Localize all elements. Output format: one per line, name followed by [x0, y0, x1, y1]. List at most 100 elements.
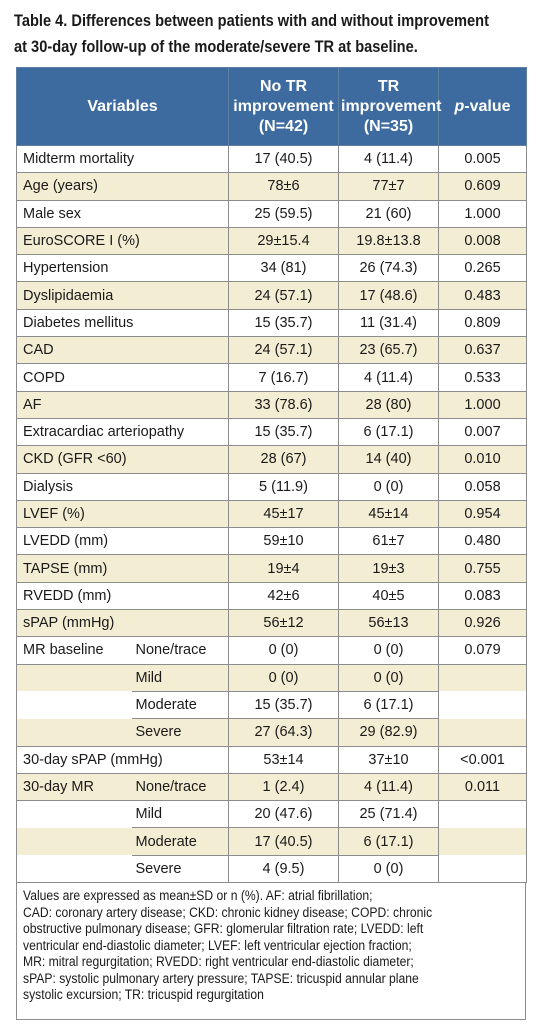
- value-tr-improvement: 26 (74.3): [338, 254, 439, 283]
- group-label-blank: [16, 827, 132, 856]
- header-p-rest: -value: [464, 97, 511, 115]
- table-row: Moderate 15 (35.7) 6 (17.1): [16, 690, 527, 720]
- sub-label: None/trace: [131, 636, 229, 665]
- row-label: Extracardiac arteriopathy: [16, 417, 229, 447]
- value-no-tr-improvement: 0 (0): [228, 636, 339, 665]
- p-value-blank: [438, 664, 527, 692]
- table-row: Moderate 17 (40.5) 6 (17.1): [16, 827, 527, 856]
- footnote-line: MR: mitral regurgitation; RVEDD: right v…: [23, 954, 414, 969]
- header-line: improvement: [341, 97, 442, 115]
- sub-label: Severe: [131, 718, 229, 747]
- table-title-line: Table 4. Differences between patients wi…: [14, 11, 489, 30]
- value-no-tr-improvement: 34 (81): [228, 254, 339, 283]
- table-row: Severe 27 (64.3) 29 (82.9): [16, 718, 527, 747]
- p-value-blank: [438, 691, 527, 719]
- sub-label: None/trace: [131, 772, 229, 802]
- value-tr-improvement: 6 (17.1): [338, 690, 439, 720]
- group-label-blank: [16, 855, 132, 883]
- value-no-tr-improvement: 19±4: [228, 554, 339, 583]
- row-label: CAD: [16, 336, 229, 365]
- table-row: Extracardiac arteriopathy 15 (35.7) 6 (17.…: [16, 417, 527, 447]
- p-value: 0.637: [438, 336, 527, 365]
- table-row: TAPSE (mm) 19±4 19±3 0.755: [16, 554, 527, 583]
- value-tr-improvement: 4 (11.4): [338, 772, 439, 802]
- footnote-line: sPAP: systolic pulmonary artery pressure…: [23, 970, 419, 986]
- footnote-line: systolic excursion; TR: tricuspid regurg…: [23, 987, 264, 1002]
- sub-label: Severe: [131, 854, 229, 884]
- value-tr-improvement: 17 (48.6): [338, 281, 439, 310]
- value-no-tr-improvement: 20 (47.6): [228, 800, 339, 829]
- value-tr-improvement: 11 (31.4): [338, 308, 439, 338]
- p-value-blank: [438, 855, 527, 883]
- p-value: 0.058: [438, 472, 527, 501]
- table-body: Midterm mortality 17 (40.5) 4 (11.4) 0.005 A…: [16, 144, 527, 884]
- value-no-tr-improvement: 15 (35.7): [228, 308, 339, 338]
- value-tr-improvement: 0 (0): [338, 663, 439, 692]
- value-no-tr-improvement: 59±10: [228, 527, 339, 556]
- table-row: sPAP (mmHg) 56±12 56±13 0.926: [16, 609, 527, 638]
- group-label: 30-day MR: [16, 772, 132, 802]
- row-label: RVEDD (mm): [16, 581, 229, 611]
- header-line: TR: [377, 77, 400, 95]
- p-value: 0.011: [438, 772, 527, 802]
- value-tr-improvement: 21 (60): [338, 199, 439, 228]
- row-label: Male sex: [16, 199, 229, 228]
- value-no-tr-improvement: 24 (57.1): [228, 336, 339, 365]
- sub-label: Mild: [131, 800, 229, 829]
- p-value: 0.533: [438, 363, 527, 392]
- p-value: 0.480: [438, 527, 527, 556]
- group-label: MR baseline: [16, 636, 132, 665]
- header-line: No TR: [259, 77, 308, 95]
- table-row: Hypertension 34 (81) 26 (74.3) 0.265: [16, 254, 527, 283]
- value-tr-improvement: 29 (82.9): [338, 718, 439, 747]
- p-value-blank: [438, 827, 527, 856]
- table-row: AF 33 (78.6) 28 (80) 1.000: [16, 390, 527, 419]
- value-no-tr-improvement: 7 (16.7): [228, 363, 339, 392]
- value-no-tr-improvement: 56±12: [228, 609, 339, 638]
- header-tr-improvement: TR improvement (N=35): [338, 67, 442, 146]
- value-no-tr-improvement: 28 (67): [228, 445, 339, 474]
- p-value: <0.001: [438, 745, 527, 774]
- value-tr-improvement: 45±14: [338, 499, 439, 529]
- p-value: 0.265: [438, 254, 527, 283]
- header-p-value: p-value: [438, 67, 527, 146]
- table-row: LVEF (%) 45±17 45±14 0.954: [16, 499, 527, 529]
- table-row: Diabetes mellitus 15 (35.7) 11 (31.4) 0.809: [16, 308, 527, 338]
- value-no-tr-improvement: 53±14: [228, 745, 339, 774]
- value-no-tr-improvement: 27 (64.3): [228, 718, 339, 747]
- value-no-tr-improvement: 78±6: [228, 172, 339, 201]
- footnote-line: obstructive pulmonary disease; GFR: glom…: [23, 921, 424, 936]
- p-value: 1.000: [438, 199, 527, 228]
- value-tr-improvement: 19±3: [338, 554, 439, 583]
- p-value: 1.000: [438, 390, 527, 419]
- table-row: 30-day MR None/trace 1 (2.4) 4 (11.4) 0.011: [16, 772, 527, 802]
- table-row: COPD 7 (16.7) 4 (11.4) 0.533: [16, 363, 527, 392]
- value-tr-improvement: 77±7: [338, 172, 439, 201]
- table-row: Age (years) 78±6 77±7 0.609: [16, 172, 527, 201]
- table-row: Dyslipidaemia 24 (57.1) 17 (48.6) 0.483: [16, 281, 527, 310]
- header-p-italic: p: [454, 97, 465, 115]
- value-tr-improvement: 28 (80): [338, 390, 439, 419]
- table-row: EuroSCORE I (%) 29±15.4 19.8±13.8 0.008: [16, 226, 527, 256]
- p-value: 0.005: [438, 144, 527, 174]
- value-no-tr-improvement: 42±6: [228, 581, 339, 611]
- table-footnote: Values are expressed as mean±SD or n (%)…: [16, 882, 526, 1020]
- group-label-blank: [16, 691, 132, 719]
- value-tr-improvement: 0 (0): [338, 854, 439, 884]
- table-row: RVEDD (mm) 42±6 40±5 0.083: [16, 581, 527, 611]
- p-value: 0.809: [438, 308, 527, 338]
- value-no-tr-improvement: 45±17: [228, 499, 339, 529]
- value-no-tr-improvement: 5 (11.9): [228, 472, 339, 501]
- row-label: TAPSE (mm): [16, 554, 229, 583]
- results-table: Variables No TR improvement (N=42) TR im…: [16, 67, 527, 884]
- header-no-tr-improvement: No TR improvement (N=42): [228, 67, 339, 146]
- table-row: CKD (GFR <60) 28 (67) 14 (40) 0.010: [16, 445, 527, 474]
- p-value-blank: [438, 718, 527, 747]
- p-value: 0.079: [438, 636, 527, 665]
- value-tr-improvement: 0 (0): [338, 472, 439, 501]
- table-row: LVEDD (mm) 59±10 61±7 0.480: [16, 527, 527, 556]
- value-no-tr-improvement: 15 (35.7): [228, 417, 339, 447]
- p-value: 0.483: [438, 281, 527, 310]
- row-label: Diabetes mellitus: [16, 308, 229, 338]
